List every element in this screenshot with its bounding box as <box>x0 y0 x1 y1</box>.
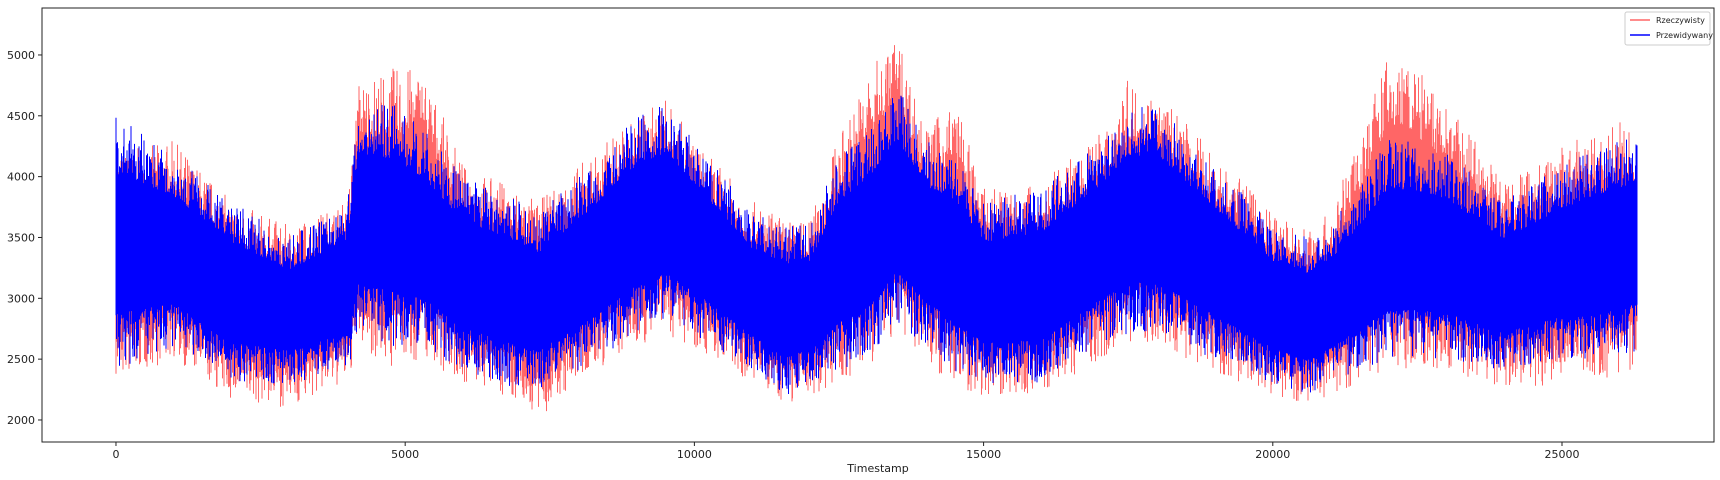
series-layer <box>115 45 1638 412</box>
x-tick-label: 5000 <box>391 448 419 461</box>
y-tick-label: 5000 <box>7 49 35 62</box>
x-axis: 0 5000 10000 15000 20000 25000 <box>112 442 1579 461</box>
x-axis-label: Timestamp <box>846 462 908 475</box>
series-line-predicted <box>115 95 1638 394</box>
y-tick-label: 4000 <box>7 171 35 184</box>
y-tick-label: 2000 <box>7 414 35 427</box>
y-tick-label: 3000 <box>7 292 35 305</box>
x-tick-label: 10000 <box>677 448 712 461</box>
legend-label-actual: Rzeczywisty <box>1656 16 1705 25</box>
y-axis: 2000 2500 3000 3500 4000 4500 5000 <box>7 49 42 427</box>
x-tick-label: 15000 <box>966 448 1001 461</box>
legend-label-predicted: Przewidywany <box>1656 31 1713 40</box>
y-tick-label: 2500 <box>7 353 35 366</box>
legend: Rzeczywisty Przewidywany <box>1624 11 1713 46</box>
y-tick-label: 3500 <box>7 231 35 244</box>
x-tick-label: 0 <box>112 448 119 461</box>
x-tick-label: 25000 <box>1544 448 1579 461</box>
plot-frame <box>41 7 1715 443</box>
y-tick-label: 4500 <box>7 110 35 123</box>
x-tick-label: 20000 <box>1255 448 1290 461</box>
